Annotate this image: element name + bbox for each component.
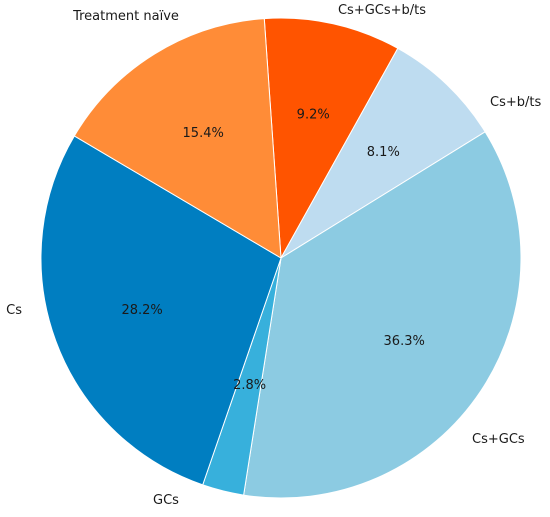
percent-label: 9.2% (297, 108, 330, 123)
percent-label: 2.8% (233, 378, 266, 393)
category-label: Cs+b/ts (490, 95, 541, 110)
category-label: Cs+GCs (472, 432, 525, 447)
category-label: GCs (153, 493, 179, 508)
pie-slices (40, 17, 522, 499)
percent-label: 8.1% (367, 145, 400, 160)
pie-slice-cs-gcs (243, 131, 522, 499)
percent-label: 36.3% (384, 334, 425, 349)
percent-label: 15.4% (183, 126, 224, 141)
pie-slice-cs-b-ts (279, 47, 486, 260)
pie-slice-treatment-na-ve (73, 18, 282, 259)
category-label: Cs+GCs+b/ts (338, 3, 426, 18)
pie-slice-cs-gcs-b-ts (263, 17, 399, 260)
pie-slice-cs (40, 135, 282, 486)
percentage-labels: 9.2% 8.1% 36.3% 2.8% 28.2% 15.4% (121, 108, 424, 394)
category-label: Cs (6, 303, 22, 318)
category-labels: Cs+GCs+b/ts Cs+b/ts Cs+GCs GCs Cs Treatment n… (6, 3, 541, 508)
percent-label: 28.2% (121, 303, 162, 318)
category-label: Treatment naïve (72, 9, 179, 24)
